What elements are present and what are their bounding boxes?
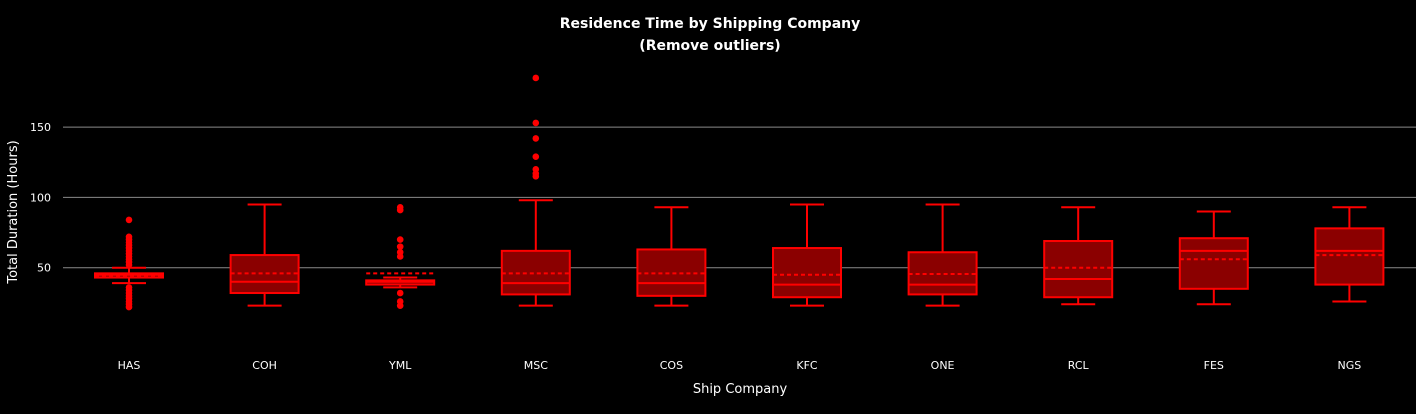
box-iqr-one (907, 251, 978, 296)
outlier-point-has-7 (125, 284, 133, 291)
box-fes (1178, 210, 1249, 306)
outlier-point-has-18 (125, 233, 133, 241)
x-axis-label: Ship Company (693, 382, 788, 397)
chart-title: Residence Time by Shipping Company (560, 16, 860, 32)
x-tick-label-ngs: NGS (1338, 359, 1362, 372)
box-iqr-ngs (1314, 227, 1385, 286)
x-tick-label-cos: COS (660, 359, 683, 372)
y-tick-label-150: 150 (30, 121, 51, 134)
x-tick-label-kfc: KFC (796, 359, 818, 372)
outlier-point-msc-5 (532, 119, 540, 127)
chart-subtitle: (Remove outliers) (639, 38, 780, 54)
box-iqr-rcl (1043, 240, 1114, 299)
y-axis-label: Total Duration (Hours) (6, 140, 21, 284)
y-tick-label-50: 50 (37, 262, 51, 275)
box-iqr-fes (1178, 237, 1249, 290)
outlier-point-yml-6 (396, 236, 404, 243)
box-cos (636, 206, 707, 307)
box-kfc (772, 203, 842, 307)
axis-layer: 50 100 150 HAS COH YML MSC COS KFC ONE RCL FES NGS (30, 121, 1361, 372)
y-tick-label-100: 100 (30, 191, 51, 204)
x-tick-label-coh: COH (252, 359, 277, 372)
box-has (94, 216, 164, 311)
box-one (907, 203, 978, 307)
outlier-point-msc-3 (532, 153, 540, 160)
box-rcl (1043, 206, 1114, 306)
box-coh (229, 203, 300, 307)
box-msc (500, 74, 571, 307)
outlier-point-msc-6 (532, 74, 540, 82)
box-layer (94, 74, 1385, 311)
x-tick-label-has: HAS (118, 359, 141, 372)
x-tick-label-yml: YML (388, 359, 412, 372)
outlier-point-yml-2 (396, 289, 404, 297)
x-tick-label-one: ONE (931, 359, 955, 372)
outlier-point-msc-2 (532, 166, 540, 173)
x-tick-label-rcl: RCL (1068, 359, 1090, 372)
box-yml (365, 203, 436, 309)
outlier-point-has-19 (125, 216, 133, 224)
box-ngs (1314, 206, 1385, 303)
x-tick-label-msc: MSC (524, 359, 548, 372)
outlier-point-yml-1 (396, 298, 404, 305)
outlier-point-yml-5 (396, 243, 404, 250)
x-tick-label-fes: FES (1204, 359, 1224, 372)
box-iqr-kfc (772, 247, 842, 299)
outlier-point-yml-8 (396, 203, 404, 211)
outlier-point-msc-4 (532, 135, 540, 142)
outlier-point-yml-4 (396, 248, 404, 256)
